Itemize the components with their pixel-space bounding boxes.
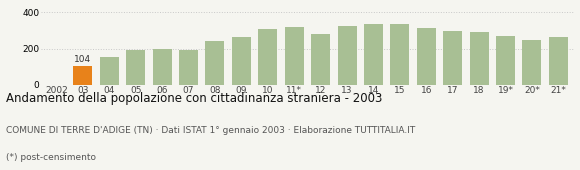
Bar [232, 37, 251, 85]
Bar [258, 29, 277, 85]
Bar [285, 27, 304, 85]
Bar [338, 26, 357, 85]
Bar [390, 24, 409, 85]
Text: COMUNE DI TERRE D'ADIGE (TN) · Dati ISTAT 1° gennaio 2003 · Elaborazione TUTTITA: COMUNE DI TERRE D'ADIGE (TN) · Dati ISTA… [6, 126, 415, 135]
Bar [496, 36, 515, 85]
Bar [417, 28, 436, 85]
Text: Andamento della popolazione con cittadinanza straniera - 2003: Andamento della popolazione con cittadin… [6, 92, 382, 105]
Text: (*) post-censimento: (*) post-censimento [6, 153, 96, 162]
Bar [549, 38, 568, 85]
Bar [205, 41, 224, 85]
Bar [153, 49, 172, 85]
Bar [311, 34, 330, 85]
Bar [126, 50, 145, 85]
Bar [179, 50, 198, 85]
Bar [523, 40, 542, 85]
Bar [73, 66, 92, 85]
Bar [100, 57, 119, 85]
Bar [364, 24, 383, 85]
Bar [470, 32, 488, 85]
Text: 104: 104 [74, 55, 92, 64]
Bar [443, 31, 462, 85]
